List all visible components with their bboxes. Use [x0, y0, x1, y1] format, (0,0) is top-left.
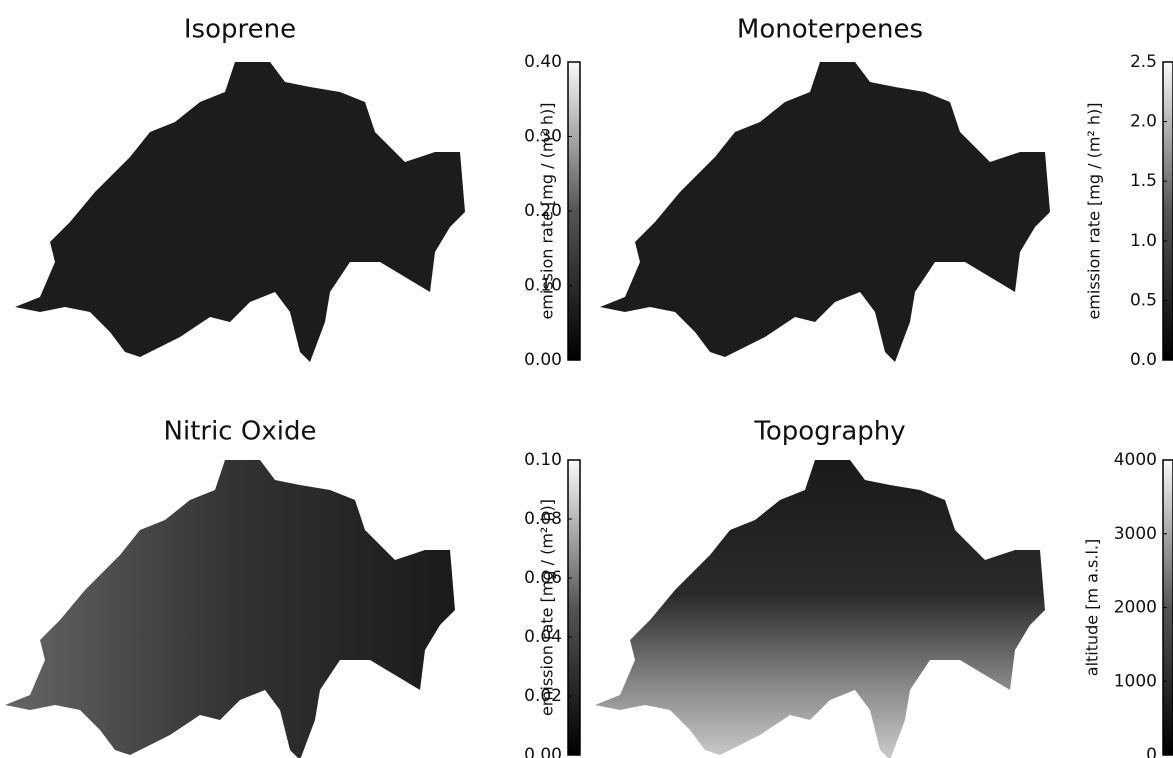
panel-title: Topography — [753, 417, 905, 447]
panel-title: Isoprene — [184, 15, 296, 45]
colorbar-tick-label: 0.5 — [1130, 290, 1157, 310]
colorbar-label: emission rate [mg / (m² h)] — [538, 102, 557, 319]
colorbar-tick-label: 0.08 — [524, 509, 562, 529]
colorbar — [1162, 61, 1173, 361]
colorbar-tick-label: 4000 — [1114, 450, 1157, 470]
colorbar-tick-label: 0.20 — [524, 201, 562, 221]
colorbar-tick-label: 0.10 — [524, 276, 562, 296]
colorbar-label: emission rate [mg / (m² h)] — [1085, 102, 1104, 319]
colorbar-tick-label: 3000 — [1114, 524, 1157, 544]
panel-title: Monoterpenes — [737, 15, 923, 45]
map — [5, 460, 455, 758]
map — [15, 62, 465, 362]
colorbar-tick-label: 0.30 — [524, 127, 562, 147]
colorbar-tick-label: 0 — [1146, 745, 1157, 758]
colorbar-tick-label: 2.5 — [1130, 52, 1157, 72]
colorbar-tick-label: 1.5 — [1130, 171, 1157, 191]
panel-title: Nitric Oxide — [164, 417, 317, 447]
colorbar-tick-label: 0.10 — [524, 450, 562, 470]
colorbar-tick-label: 0.40 — [524, 52, 562, 72]
colorbar-tick-label: 1000 — [1114, 671, 1157, 691]
colorbar-tick-label: 0.04 — [524, 627, 562, 647]
colorbar-label: altitude [m a.s.l.] — [1083, 539, 1102, 676]
colorbar-tick-label: 0.0 — [1130, 350, 1157, 370]
colorbar-tick-label: 0.00 — [524, 745, 562, 758]
colorbar-tick-label: 0.06 — [524, 568, 562, 588]
colorbar-tick-label: 1.0 — [1130, 231, 1157, 251]
colorbar-tick-label: 2000 — [1114, 598, 1157, 618]
colorbar-label: emission rate [mg / (m² h)] — [538, 499, 557, 716]
map — [595, 460, 1045, 758]
colorbar — [567, 459, 581, 756]
map — [600, 62, 1050, 362]
colorbar-tick-label: 0.02 — [524, 686, 562, 706]
colorbar-tick-label: 2.0 — [1130, 112, 1157, 132]
colorbar-tick-label: 0.00 — [524, 350, 562, 370]
